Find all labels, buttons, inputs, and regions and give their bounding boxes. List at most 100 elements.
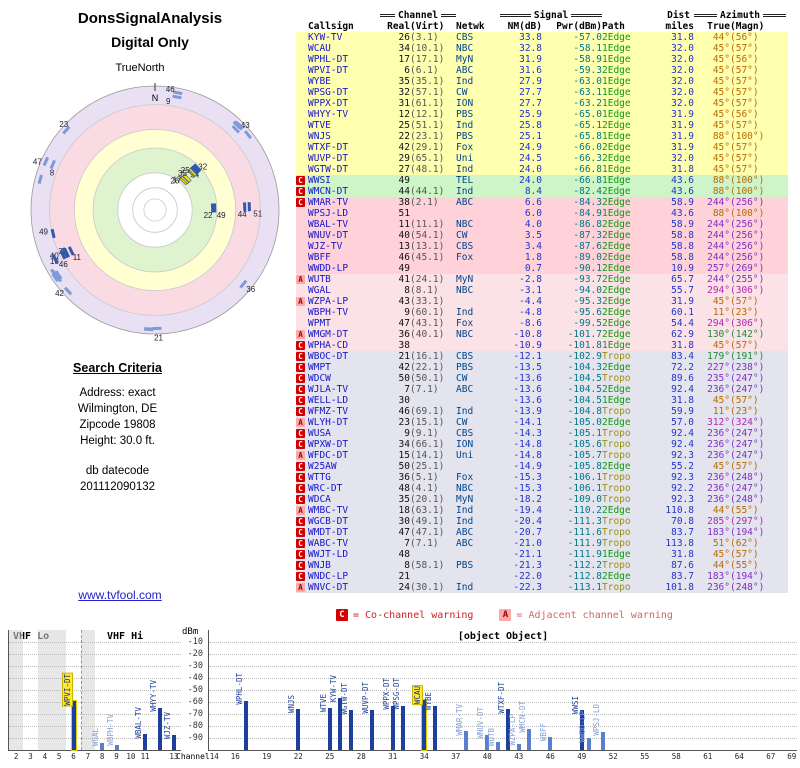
nm-db-cell: -20.4 xyxy=(513,516,542,527)
azimuth-true-cell: 45° xyxy=(712,549,730,560)
azimuth-true-cell: 236° xyxy=(707,439,730,450)
signal-group-header: Signal xyxy=(500,10,603,21)
callsign-cell: W25AW xyxy=(308,461,337,472)
virtual-channel-cell: (40.1) xyxy=(410,329,445,340)
path-cell: 2Edge xyxy=(602,252,631,263)
warn-cell: A xyxy=(296,417,308,428)
table-row: C WBOC-DT 21 (16.1) CBS -12.1 -102.9 Tropo 83.4 1… xyxy=(296,351,788,362)
pwr-dbm-cell: -66.3 xyxy=(573,153,602,164)
table-row: C WJLA-TV 7 (7.1) ABC -13.6 -104.5 2Edge 92.4 236… xyxy=(296,384,788,395)
network-cell: PBS xyxy=(456,560,474,571)
azimuth-true-cell: 236° xyxy=(707,428,730,439)
distance-cell: 31.8 xyxy=(671,549,694,560)
bar-label: WPSJ-LD xyxy=(591,704,601,736)
signal-bar xyxy=(485,734,490,750)
column-header: Pwr(dBm) xyxy=(556,21,602,32)
network-cell: Ind xyxy=(456,582,474,593)
header-rule xyxy=(694,14,717,17)
virtual-channel-cell: (22.1) xyxy=(410,362,445,373)
station-tick-group xyxy=(231,124,241,134)
azimuth-magn-cell: (23°) xyxy=(730,307,759,318)
distance-cell: 43.6 xyxy=(671,208,694,219)
dbm-gridline xyxy=(9,714,181,715)
azimuth-magn-cell: (247°) xyxy=(730,373,765,384)
table-row: WJZ-TV 13 (13.1) CBS 3.4 -87.6 2Edge 58.8 244° (2… xyxy=(296,241,788,252)
pwr-dbm-cell: -65.0 xyxy=(573,109,602,120)
bar-label: WPPX-DT xyxy=(381,678,391,710)
real-channel-cell: 18 xyxy=(398,505,410,516)
network-cell: Ind xyxy=(456,120,474,131)
virtual-channel-cell: (45.1) xyxy=(410,252,445,263)
azimuth-magn-cell: (191°) xyxy=(730,351,765,362)
dbm-tick-label: -80 xyxy=(187,721,203,731)
network-cell: Fox xyxy=(456,472,474,483)
co-channel-marker: C xyxy=(296,495,305,504)
virtual-channel-cell: (13.1) xyxy=(410,241,445,252)
real-channel-cell: 7 xyxy=(404,384,410,395)
virtual-channel-cell: (33.1) xyxy=(410,296,445,307)
path-cell: 2Edge xyxy=(602,65,631,76)
nm-db-cell: -15.3 xyxy=(513,483,542,494)
callsign-cell: WABC-TV xyxy=(308,538,349,549)
nm-db-cell: -10.8 xyxy=(513,329,542,340)
azimuth-magn-cell: (255°) xyxy=(730,274,765,285)
real-channel-cell: 23 xyxy=(398,417,410,428)
channel-tick-label: 67 xyxy=(766,752,776,761)
station-label: 42 xyxy=(55,289,64,298)
distance-cell: 32.0 xyxy=(671,54,694,65)
distance-cell: 58.8 xyxy=(671,252,694,263)
callsign-cell: WYBE xyxy=(308,76,331,87)
true-north-label: TrueNorth xyxy=(115,62,165,74)
path-cell: 2Edge xyxy=(602,120,631,131)
azimuth-magn-cell: (306°) xyxy=(730,318,765,329)
report-title: DonsSignalAnalysis xyxy=(77,10,223,27)
azimuth-true-cell: 236° xyxy=(707,450,730,461)
path-cell: 2Edge xyxy=(602,307,631,318)
path-cell: Tropo xyxy=(602,439,631,450)
station-tick-group xyxy=(62,125,71,135)
path-cell: Tropo xyxy=(602,538,631,549)
nm-db-cell: 6.0 xyxy=(524,208,542,219)
tvfool-link[interactable]: www.tvfool.com xyxy=(78,588,162,602)
dist-group-header: Dist xyxy=(667,10,690,21)
virtual-channel-cell: (23.1) xyxy=(410,131,445,142)
distance-cell: 43.6 xyxy=(671,175,694,186)
virtual-channel-cell: (48.1) xyxy=(410,164,445,175)
azimuth-magn-cell: (142°) xyxy=(730,329,765,340)
azimuth-true-cell: 244° xyxy=(707,197,730,208)
nm-db-cell: -15.3 xyxy=(513,472,542,483)
real-channel-cell: 31 xyxy=(398,98,410,109)
azimuth-magn-cell: (238°) xyxy=(730,362,765,373)
table-row: C WPXW-DT 34 (66.1) ION -14.8 -105.6 Tropo 92.4 2… xyxy=(296,439,788,450)
nm-db-cell: 6.6 xyxy=(524,197,542,208)
path-cell: 1Edge xyxy=(602,208,631,219)
pwr-dbm-cell: -66.8 xyxy=(573,175,602,186)
network-cell: NBC xyxy=(456,483,474,494)
callsign-cell: WPHA-CD xyxy=(308,340,349,351)
station-tick xyxy=(232,120,242,130)
distance-cell: 32.0 xyxy=(671,87,694,98)
azimuth-true-cell: 244° xyxy=(707,274,730,285)
bar-label: WMAR-TV xyxy=(455,703,465,736)
nm-db-cell: -13.6 xyxy=(513,395,542,406)
real-channel-cell: 9 xyxy=(404,307,410,318)
signal-bar xyxy=(296,708,301,750)
real-channel-cell: 40 xyxy=(398,230,410,241)
warn-cell: C xyxy=(296,538,308,549)
azimuth-magn-cell: (256°) xyxy=(730,230,765,241)
co-channel-marker: C xyxy=(296,385,305,394)
virtual-channel-cell: (14.1) xyxy=(410,450,445,461)
distance-cell: 31.9 xyxy=(671,131,694,142)
azimuth-true-cell: 45° xyxy=(712,340,730,351)
bar-label: WBFF xyxy=(539,722,549,741)
channel-tick-label: 37 xyxy=(451,752,461,761)
distance-cell: 110.8 xyxy=(665,505,694,516)
uhf-spectrum-chart: [object Object] WPHL-DT WNJS WTVE KYW-TV WGT… xyxy=(208,630,797,761)
nm-db-cell: -13.6 xyxy=(513,384,542,395)
adjacent-channel-legend-label: = Adjacent channel warning xyxy=(516,609,673,621)
distance-cell: 58.9 xyxy=(671,219,694,230)
search-line-height: Height: 30.0 ft. xyxy=(80,435,155,447)
pwr-dbm-cell: -94.0 xyxy=(573,285,602,296)
azimuth-true-cell: 244° xyxy=(707,241,730,252)
search-line-zip: Zipcode 19808 xyxy=(79,419,156,431)
